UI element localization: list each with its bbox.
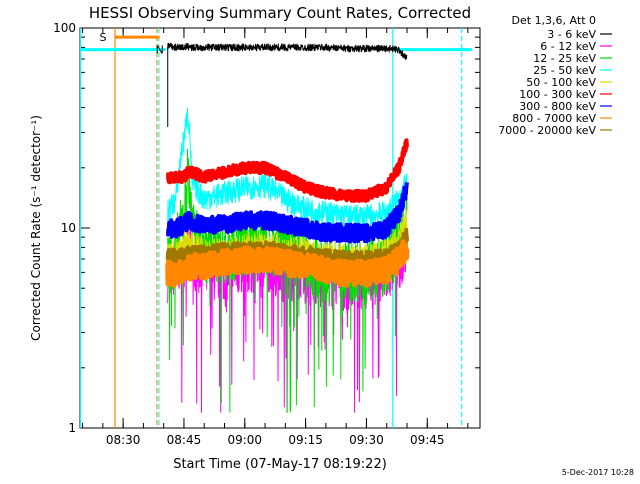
legend-label: 7000 - 20000 keV [498, 124, 596, 137]
legend-label: 6 - 12 keV [540, 40, 596, 53]
annotation-flag-label: S [100, 31, 107, 44]
x-tick-label: 09:00 [227, 433, 262, 447]
y-axis-label: Corrected Count Rate (s⁻¹ detector⁻¹) [29, 115, 43, 341]
legend-label: 800 - 7000 keV [512, 112, 596, 125]
chart-title: HESSI Observing Summary Count Rates, Cor… [89, 4, 471, 22]
series-line [167, 107, 408, 230]
x-tick-label: 09:45 [410, 433, 445, 447]
legend-label: 50 - 100 keV [526, 76, 596, 89]
legend-label: 300 - 800 keV [519, 100, 596, 113]
x-tick-label: 09:15 [288, 433, 323, 447]
legend-label: 12 - 25 keV [533, 52, 596, 65]
plot-area: 1 10 100 08:30 08:45 09:00 09:15 09:30 09:45 S N [53, 21, 481, 447]
y-tick-label: 10 [61, 221, 76, 235]
x-axis-label: Start Time (07-May-17 08:19:22) [173, 457, 387, 472]
y-tick-label: 1 [68, 421, 76, 435]
legend-label: 25 - 50 keV [533, 64, 596, 77]
legend-label: 3 - 6 keV [547, 28, 596, 41]
series-line [165, 181, 409, 244]
legend-title: Det 1,3,6, Att 0 [512, 14, 596, 27]
footer-date: 5-Dec-2017 10:28 [562, 468, 634, 477]
series-line [167, 42, 408, 60]
series-line [165, 138, 409, 203]
legend-label: 100 - 300 keV [519, 88, 596, 101]
x-tick-label: 08:45 [167, 433, 202, 447]
annotation-flag-label: N [156, 44, 164, 57]
x-tick-label: 09:30 [349, 433, 384, 447]
y-tick-label: 100 [53, 21, 76, 35]
x-tick-label: 08:30 [106, 433, 141, 447]
series-line [165, 239, 410, 288]
